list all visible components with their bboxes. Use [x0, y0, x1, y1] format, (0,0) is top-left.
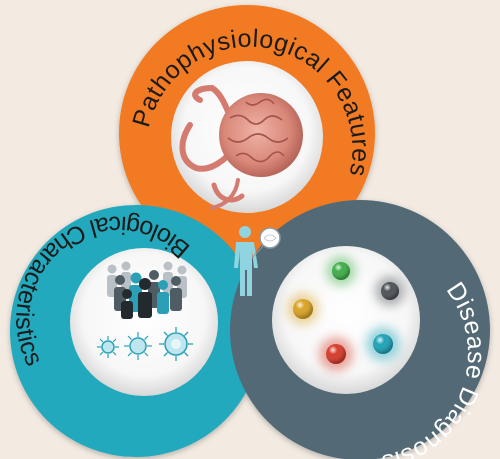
diagnosis-sphere [366, 327, 400, 361]
diagnosis-sphere [287, 293, 319, 325]
diagnosis-sphere-group [287, 256, 405, 371]
human-body-scan-icon [234, 226, 281, 296]
diagnosis-sphere [326, 256, 356, 286]
population-crowd-icon [107, 261, 187, 319]
exosome-particle-icon [159, 327, 193, 361]
particle-row [97, 327, 193, 361]
exosome-particle-icon [124, 332, 152, 360]
diagnosis-sphere [319, 337, 353, 371]
exosome-particle-icon [97, 336, 119, 358]
tumor-vasculature-icon [179, 84, 303, 210]
diagnosis-sphere [375, 276, 405, 306]
biological-inner-disc [70, 248, 218, 396]
